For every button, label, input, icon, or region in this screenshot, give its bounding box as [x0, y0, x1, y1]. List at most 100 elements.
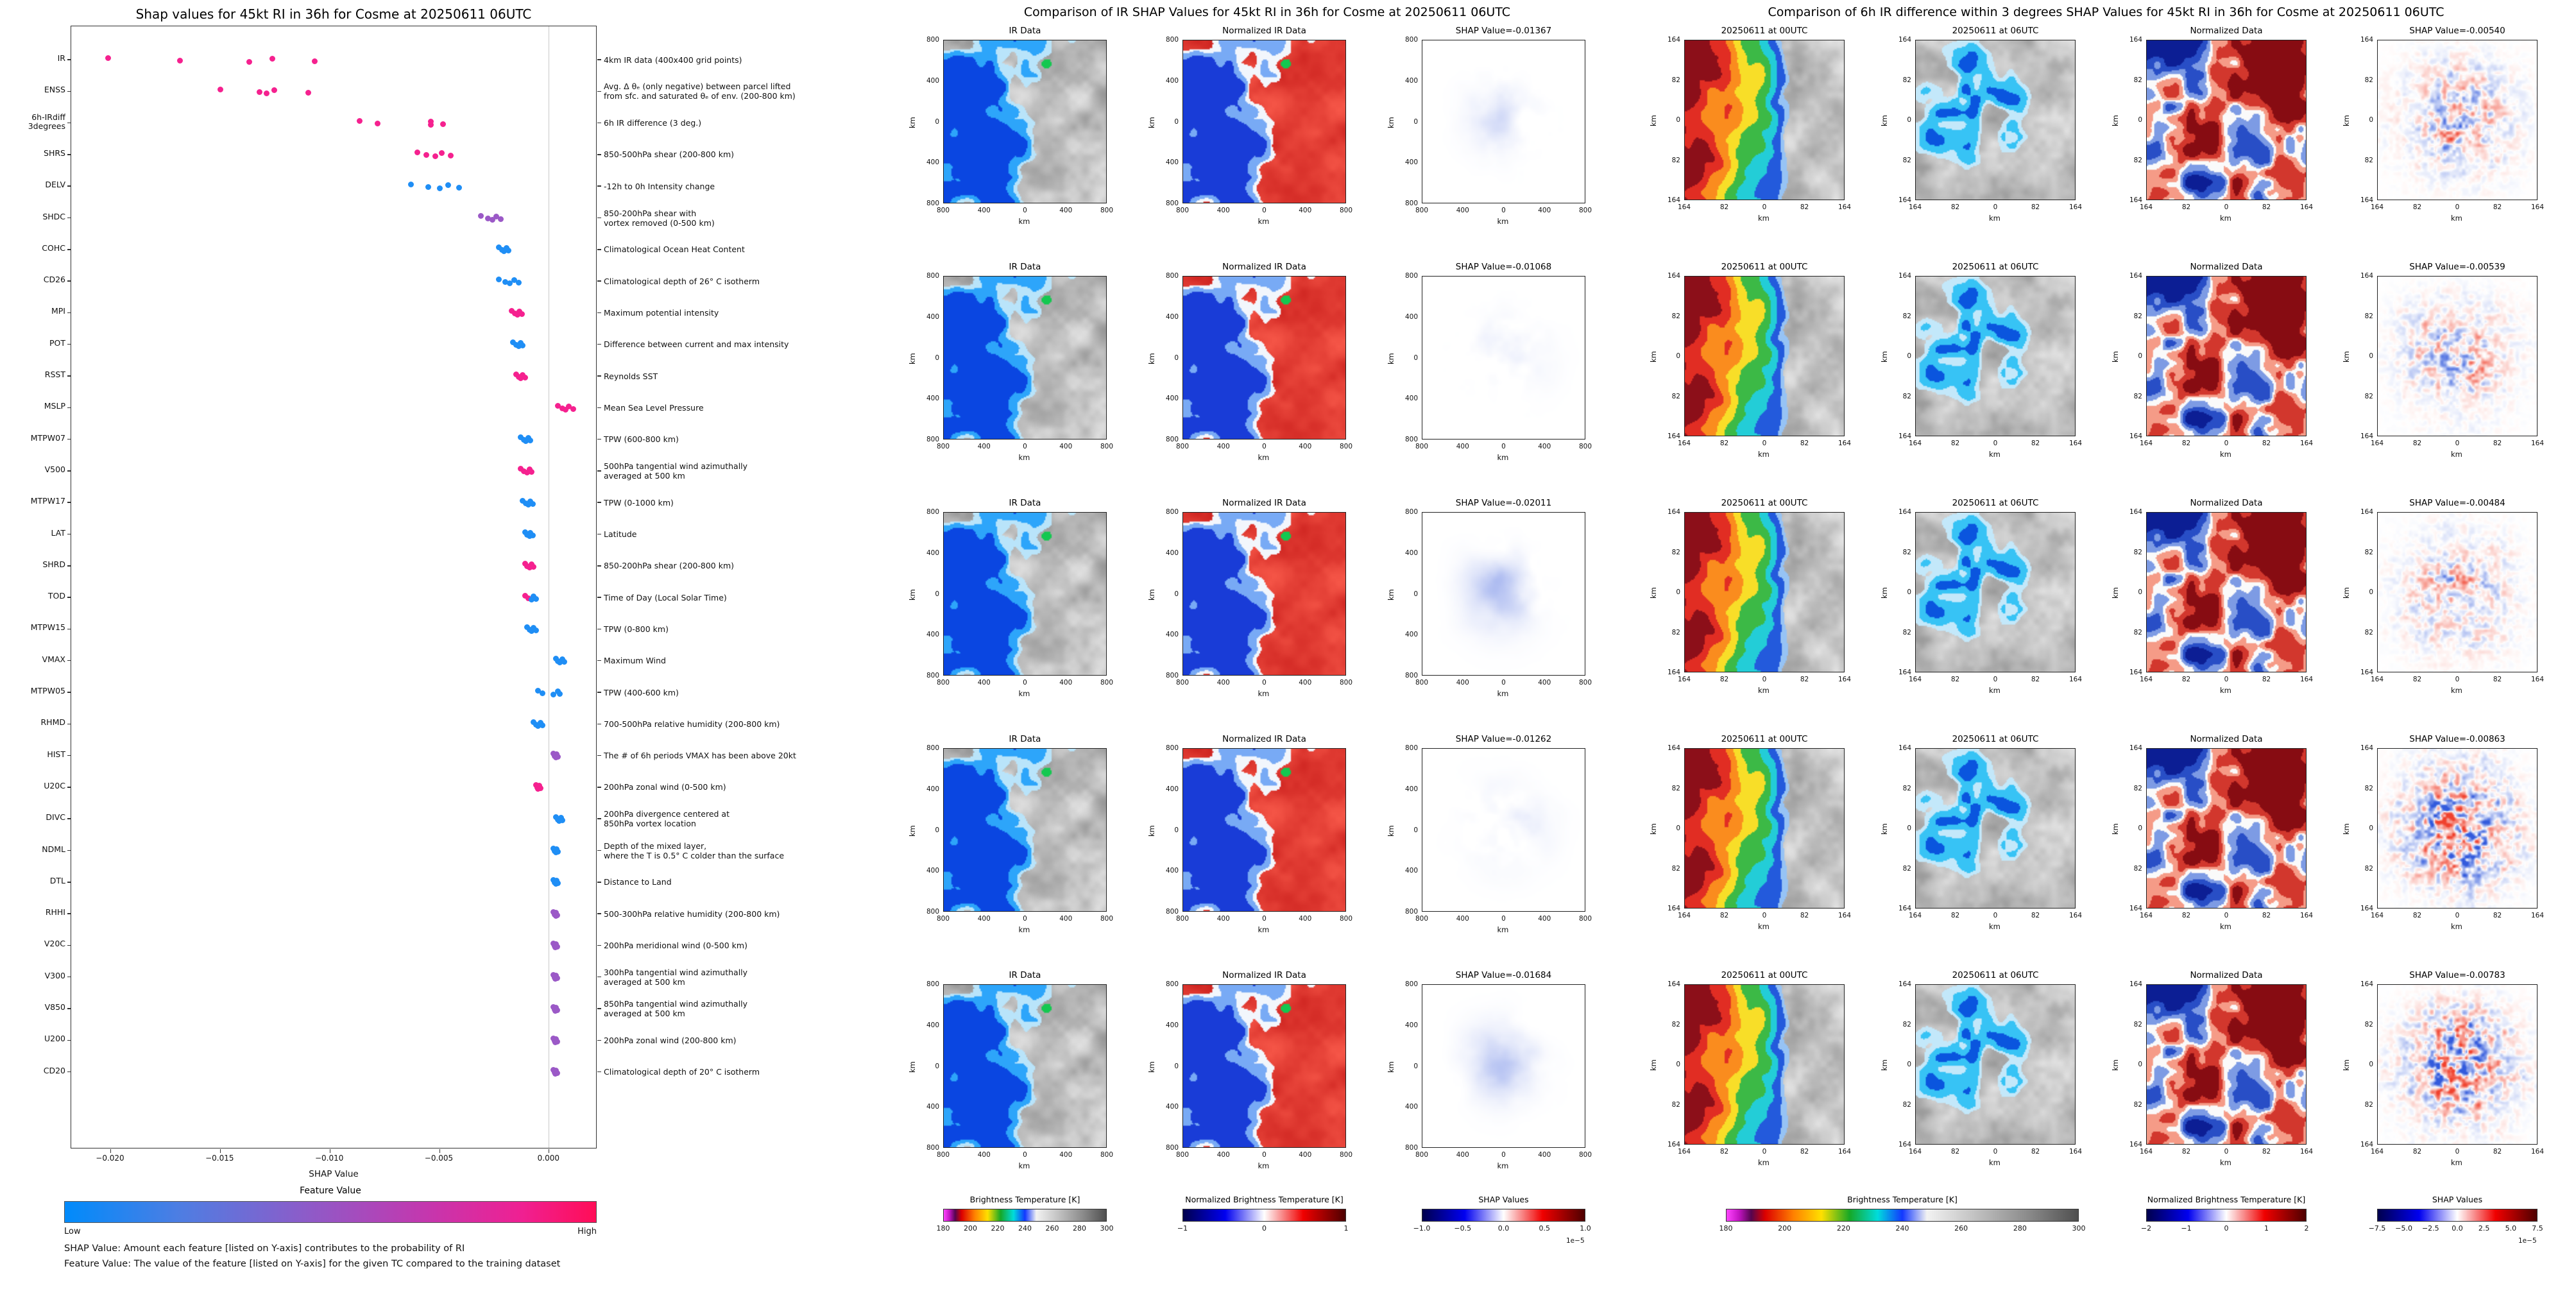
x-tick: [110, 1149, 111, 1153]
panel-title: Normalized Data: [2190, 26, 2263, 36]
panel-title: IR Data: [1009, 498, 1041, 508]
y-tick-right: [597, 913, 601, 914]
y-tick-label: 400: [1404, 549, 1418, 557]
colorbar-tick-label: 240: [1018, 1224, 1032, 1233]
x-tick-label: 800: [936, 1151, 950, 1159]
x-tick-label: 0: [2455, 1148, 2460, 1156]
x-tick-label: 400: [1299, 207, 1312, 214]
y-tick-label: 0: [1413, 826, 1418, 834]
y-tick-left: [67, 502, 71, 503]
x-tick-label: 82: [1950, 912, 1960, 919]
shap-dot: [526, 565, 533, 571]
shapmid-map-canvas: [1422, 984, 1585, 1148]
feature-description: 300hPa tangential wind azimuthally avera…: [604, 967, 748, 987]
y-tick-label: 400: [1404, 312, 1418, 321]
x-tick-label: 800: [1175, 915, 1190, 923]
x-tick: [219, 1149, 221, 1153]
t06-map-canvas: [1915, 748, 2076, 909]
y-tick-label: 0: [1174, 354, 1179, 362]
x-axis-label: km: [1258, 453, 1270, 462]
y-tick-label: 164: [2360, 432, 2373, 440]
shap-dot: [176, 57, 183, 64]
y-tick-label: 800: [1404, 672, 1418, 679]
y-tick-label: 164: [1898, 744, 1911, 752]
colorbar-tick-label: 180: [936, 1224, 950, 1233]
x-tick-label: 82: [2262, 912, 2271, 919]
y-tick-label: 0: [2369, 588, 2373, 596]
y-tick-left: [67, 154, 71, 155]
y-tick-label: 400: [1165, 867, 1179, 875]
shap-dot: [520, 343, 526, 349]
x-tick-label: 400: [1059, 443, 1073, 450]
colorbar-tick-label: −5.0: [2395, 1224, 2413, 1233]
colorbar-tick-label: 300: [1100, 1224, 1114, 1233]
shapright-map-canvas: [2377, 984, 2538, 1145]
y-tick-label: 0: [935, 590, 939, 598]
y-tick-right: [597, 723, 601, 725]
y-axis-label: km: [1649, 115, 1658, 126]
y-tick-label: 82: [1902, 76, 1911, 84]
feature-label: DELV: [45, 180, 65, 190]
colorbar-tick-label: 260: [1954, 1224, 1968, 1233]
x-tick-label: 800: [1578, 679, 1592, 687]
x-axis-label: km: [1497, 217, 1509, 226]
colorbar-high-label: High: [577, 1227, 597, 1236]
feature-description: Latitude: [604, 529, 637, 539]
y-tick-label: 0: [2138, 116, 2142, 124]
feature-description: Time of Day (Local Solar Time): [604, 592, 727, 602]
shap-dot: [521, 468, 527, 475]
y-tick-label: 82: [2364, 548, 2373, 556]
shap-dot: [525, 501, 531, 508]
x-tick-label: 0: [1993, 1148, 1998, 1156]
shap-dot: [495, 244, 502, 251]
y-axis-label: km: [2342, 1059, 2351, 1071]
y-tick-right: [597, 154, 601, 155]
shap-dot: [559, 817, 565, 823]
x-tick-label: 82: [2181, 203, 2191, 211]
x-tick-label: 164: [1908, 912, 1922, 919]
y-tick-right: [597, 692, 601, 693]
colorbar-tick-label: 2.5: [2478, 1224, 2490, 1233]
x-tick-label: 800: [936, 915, 950, 923]
shap-dot: [554, 1007, 560, 1013]
y-axis-label: km: [2342, 823, 2351, 835]
shap-dot: [432, 153, 438, 160]
x-tick-label: 800: [1100, 915, 1114, 923]
feature-label: HIST: [47, 749, 65, 759]
panel-title: IR Data: [1009, 26, 1041, 36]
feature-description: Avg. Δ θₑ (only negative) between parcel…: [604, 81, 796, 101]
x-tick-label: 164: [1677, 440, 1691, 447]
x-tick-label: 800: [1415, 1151, 1429, 1159]
shap-dot: [525, 595, 531, 601]
feature-description: Climatological Ocean Heat Content: [604, 244, 745, 255]
shap-dot: [533, 595, 539, 602]
y-tick-label: 82: [2364, 784, 2373, 792]
feature-value-footnote: Feature Value: The value of the feature …: [64, 1259, 561, 1269]
x-tick-label: 82: [1800, 912, 1809, 919]
y-tick-label: 82: [1671, 312, 1680, 320]
x-tick-label: 400: [1216, 207, 1230, 214]
shap-dot: [557, 690, 563, 697]
shap-dot: [484, 216, 491, 221]
x-tick-label: 400: [1538, 207, 1551, 214]
y-tick-label: 400: [1404, 395, 1418, 403]
shap-dot: [526, 533, 533, 539]
shap-dot: [555, 880, 561, 887]
y-tick-label: 400: [1165, 549, 1179, 557]
feature-description: 200hPa divergence centered at 850hPa vor…: [604, 809, 729, 829]
y-tick-label: 400: [1404, 76, 1418, 85]
beeswarm-title: Shap values for 45kt RI in 36h for Cosme…: [135, 6, 532, 22]
feature-label: TOD: [47, 591, 65, 601]
y-tick-right: [597, 407, 601, 409]
x-tick-label: 400: [1299, 915, 1312, 923]
shap-dot: [445, 182, 452, 188]
colorbar-label: Brightness Temperature [K]: [1847, 1195, 1958, 1204]
y-tick-label: 82: [1902, 784, 1911, 792]
y-tick-label: 82: [1902, 864, 1911, 873]
y-axis-label: km: [1649, 823, 1658, 835]
feature-label: SHRD: [42, 559, 65, 569]
x-tick-label: 400: [1299, 1151, 1312, 1159]
y-tick-left: [67, 944, 71, 946]
y-tick-label: 164: [2129, 432, 2142, 440]
y-tick-label: 800: [1404, 272, 1418, 280]
